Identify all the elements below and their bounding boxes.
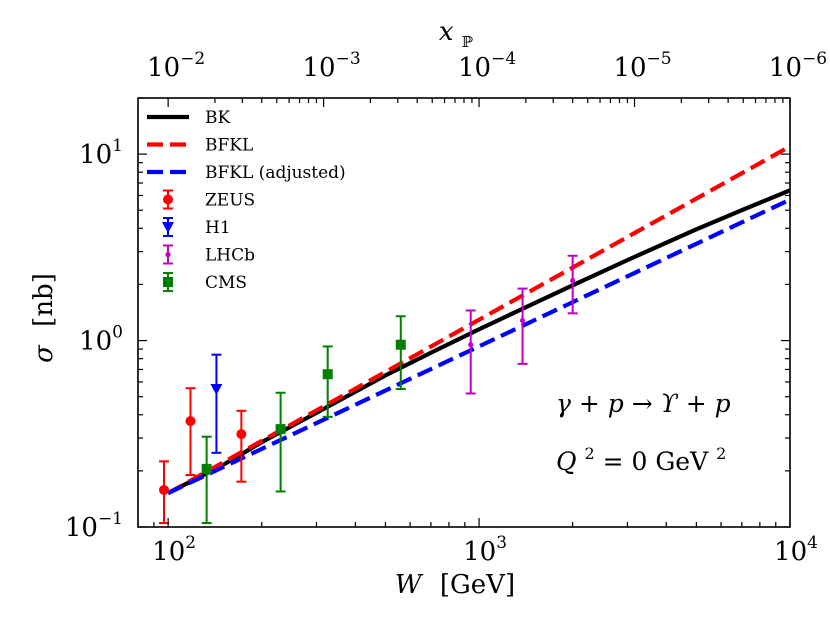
x-tick-label-exponent: 4 bbox=[807, 533, 818, 553]
data-point bbox=[395, 339, 406, 350]
q2-symbol: Q bbox=[556, 447, 577, 476]
data-point bbox=[519, 317, 526, 324]
top-tick-label-base: 10 bbox=[303, 53, 336, 83]
legend-label: BFKL (adjusted) bbox=[205, 163, 346, 183]
top-tick-label-base: 10 bbox=[458, 53, 491, 83]
x-tick-label: 103 bbox=[463, 533, 507, 567]
x-axis-unit: [GeV] bbox=[440, 570, 515, 600]
data-point bbox=[185, 416, 196, 427]
data-point bbox=[322, 369, 333, 380]
top-tick-label-exponent: −4 bbox=[491, 49, 516, 69]
x-tick-label-exponent: 2 bbox=[185, 533, 196, 553]
top-tick-label-base: 10 bbox=[147, 53, 180, 83]
data-point bbox=[275, 424, 286, 435]
top-tick-label-base: 10 bbox=[613, 53, 646, 83]
y-tick-label: 100 bbox=[79, 323, 123, 357]
y-axis-variable: σ bbox=[29, 344, 59, 363]
legend-label: ZEUS bbox=[205, 191, 255, 211]
top-axis-variable: x bbox=[439, 17, 454, 47]
x-axis-variable: W bbox=[395, 570, 424, 600]
x-tick-label-exponent: 3 bbox=[496, 533, 507, 553]
top-axis-subscript: ℙ bbox=[462, 33, 474, 51]
y-axis-label: σ [nb] bbox=[29, 273, 59, 363]
y-axis-unit: [nb] bbox=[29, 273, 59, 327]
x-tick-label: 104 bbox=[774, 533, 818, 567]
y-tick-label-base: 10 bbox=[65, 513, 98, 543]
top-tick-label: 10−3 bbox=[303, 49, 361, 83]
data-point bbox=[210, 383, 223, 395]
dataset-h1 bbox=[210, 353, 223, 454]
legend: BK BFKL BFKL (adjusted) ZEUS H1 LHCb CMS bbox=[147, 108, 346, 293]
q2-exponent: 2 bbox=[584, 444, 594, 463]
q2-annotation: Q 2 = 0 GeV 2 bbox=[556, 436, 726, 476]
legend-label: LHCb bbox=[205, 246, 255, 266]
top-tick-label-exponent: −6 bbox=[802, 49, 827, 69]
q2-unit-exponent: 2 bbox=[716, 444, 726, 463]
process-annotation: γ + p → ϒ + p bbox=[556, 389, 731, 418]
dataset-lhcb bbox=[465, 254, 578, 395]
y-tick-label-base: 10 bbox=[79, 327, 112, 357]
dataset-zeus bbox=[159, 387, 247, 525]
legend-marker-zeus bbox=[163, 194, 173, 205]
data-point bbox=[570, 277, 576, 284]
dataset-cms bbox=[201, 315, 406, 525]
legend-label: BFKL bbox=[205, 136, 253, 156]
curves-layer bbox=[167, 144, 790, 495]
legend-marker-h1 bbox=[162, 222, 174, 233]
legend-label: BK bbox=[205, 108, 230, 128]
data-point bbox=[236, 429, 247, 440]
top-tick-label-exponent: −5 bbox=[647, 49, 672, 69]
top-tick-label: 10−2 bbox=[147, 49, 205, 83]
y-tick-label: 10−1 bbox=[65, 509, 123, 543]
top-tick-label: 10−6 bbox=[769, 49, 827, 83]
y-tick-label-exponent: 0 bbox=[112, 323, 123, 343]
legend-label: CMS bbox=[205, 273, 247, 293]
data-layer bbox=[159, 254, 578, 525]
data-point bbox=[468, 342, 474, 348]
x-tick-label-base: 10 bbox=[774, 537, 807, 567]
x-tick-label-base: 10 bbox=[463, 537, 496, 567]
plot-frame bbox=[137, 97, 791, 528]
x-tick-label: 102 bbox=[152, 533, 196, 567]
y-tick-label: 101 bbox=[79, 136, 123, 170]
data-point bbox=[201, 463, 212, 474]
y-tick-label-exponent: 1 bbox=[112, 136, 123, 156]
y-tick-label-base: 10 bbox=[79, 140, 112, 170]
x-tick-label-base: 10 bbox=[152, 537, 185, 567]
top-tick-label: 10−5 bbox=[613, 49, 671, 83]
legend-label: H1 bbox=[205, 218, 231, 238]
top-tick-label: 10−4 bbox=[458, 49, 516, 83]
top-axis-label: x ℙ bbox=[439, 17, 474, 51]
top-tick-label-exponent: −3 bbox=[336, 49, 361, 69]
y-tick-label-exponent: −1 bbox=[98, 509, 123, 529]
top-tick-label-base: 10 bbox=[769, 53, 802, 83]
q2-value: = 0 GeV bbox=[603, 447, 710, 476]
curve-bfkl bbox=[167, 144, 790, 495]
top-tick-label-exponent: −2 bbox=[180, 49, 205, 69]
x-axis-label: W [GeV] bbox=[395, 570, 515, 600]
legend-marker-cms bbox=[163, 277, 173, 287]
data-point bbox=[159, 484, 170, 495]
legend-marker-lhcb bbox=[165, 251, 171, 258]
